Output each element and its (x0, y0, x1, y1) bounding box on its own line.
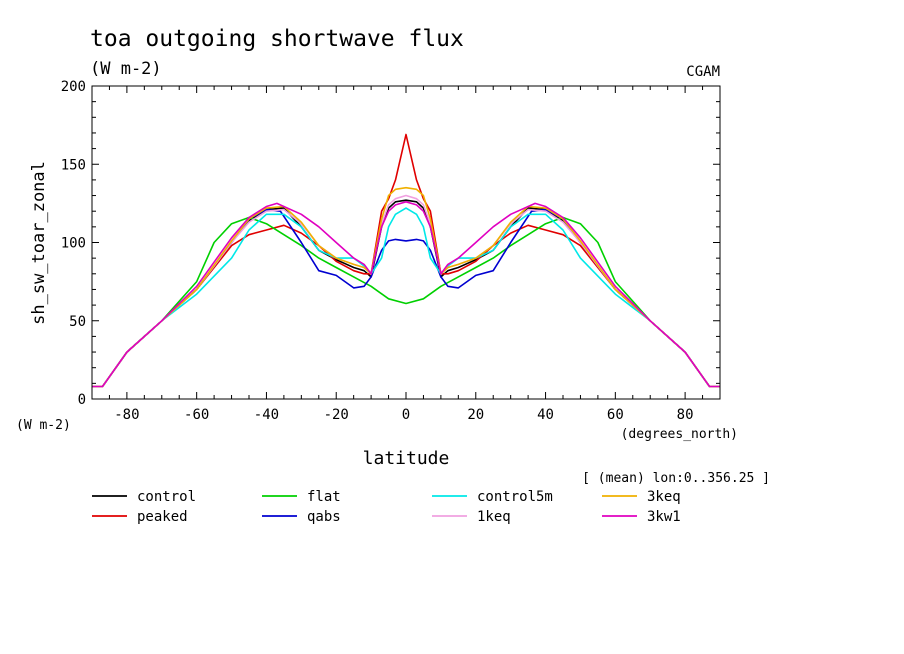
y-tick-label: 0 (78, 392, 86, 408)
series-line-3kw1 (92, 201, 720, 388)
y-tick-label: 150 (61, 157, 86, 173)
chart-subtitle: (W m-2) (90, 59, 162, 79)
x-tick-label: -40 (254, 407, 279, 423)
legend-item-control: control (92, 489, 196, 505)
series-line-3keq (92, 186, 720, 388)
averaging-note: [ (mean) lon:0..356.25 ] (582, 471, 770, 486)
y-tick-label: 50 (69, 314, 86, 330)
source-label: CGAM (686, 64, 720, 80)
x-tick-label: 0 (402, 407, 410, 423)
series-line-flat (92, 216, 720, 388)
x-tick-label: 20 (467, 407, 484, 423)
legend-item-3keq: 3keq (602, 489, 681, 505)
x-tick-label: 60 (607, 407, 624, 423)
plot-frame (91, 85, 721, 400)
legend-label: qabs (307, 509, 341, 525)
legend: control flat control5m 3keq peaked qabs 1keq 3k… (92, 489, 681, 525)
legend-label: 3keq (647, 489, 681, 505)
legend-item-qabs: qabs (262, 509, 341, 525)
legend-item-flat: flat (262, 489, 341, 505)
x-axis-units: (degrees_north) (621, 427, 738, 442)
y-axis-label: sh_sw_toar_zonal (29, 161, 49, 325)
legend-item-3kw1: 3kw1 (602, 509, 681, 525)
x-tick-label: -20 (324, 407, 349, 423)
y-tick-label: 200 (61, 79, 86, 95)
series-line-1keq (92, 194, 720, 388)
x-tick-label: 80 (677, 407, 694, 423)
plot-lines (92, 133, 720, 388)
x-tick-label: -80 (114, 407, 139, 423)
legend-label: control5m (477, 489, 553, 505)
axis-ticks: -80 -60 -40 -20 0 20 40 60 80 0 50 100 150 200 (61, 79, 721, 423)
series-line-control5m (92, 207, 720, 388)
legend-label: control (137, 489, 196, 505)
legend-item-control5m: control5m (432, 489, 553, 505)
y-tick-label: 100 (61, 236, 86, 252)
y-axis-units: (W m-2) (16, 418, 71, 433)
chart-title: toa outgoing shortwave flux (90, 26, 464, 52)
series-line-control (92, 199, 720, 388)
legend-item-peaked: peaked (92, 509, 188, 525)
legend-label: 3kw1 (647, 509, 681, 525)
x-tick-label: -60 (184, 407, 209, 423)
x-tick-label: 40 (537, 407, 554, 423)
legend-label: peaked (137, 509, 188, 525)
legend-label: flat (307, 489, 341, 505)
legend-item-1keq: 1keq (432, 509, 511, 525)
x-axis-label: latitude (363, 448, 450, 469)
legend-label: 1keq (477, 509, 511, 525)
series-line-peaked (92, 133, 720, 388)
